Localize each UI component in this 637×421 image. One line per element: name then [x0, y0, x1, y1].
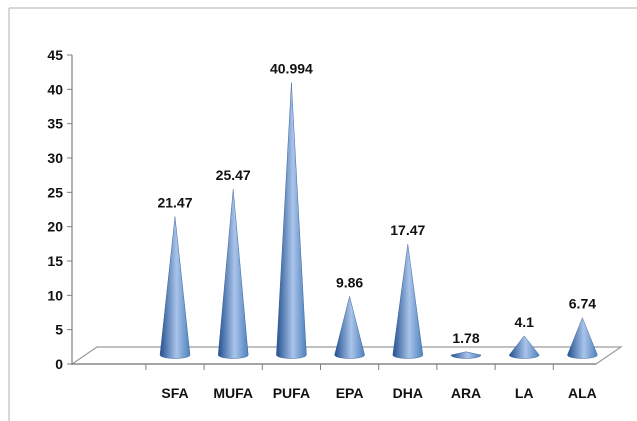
y-tick-label: 35: [47, 116, 63, 132]
cones: [159, 82, 598, 359]
x-category-label-sfa: SFA: [161, 385, 188, 401]
data-label-pufa: 40.994: [270, 61, 313, 77]
y-tick-label: 45: [47, 47, 63, 63]
cone-bar-ala: [567, 317, 598, 359]
x-category-label-ala: ALA: [568, 385, 597, 401]
x-axis: SFA MUFA PUFA EPA DHA ARA LA ALA: [72, 363, 597, 401]
cone-body: [508, 335, 540, 359]
data-label-sfa: 21.47: [157, 195, 192, 211]
data-label-ara: 1.78: [452, 330, 479, 346]
cone-body: [159, 216, 191, 359]
y-axis: 0 5 10 15 20 25 30 35 40 45: [47, 47, 73, 372]
data-label-la: 4.1: [514, 314, 534, 330]
data-labels: 21.47 25.47 40.994 9.86 17.47 1.78 4.1 6.74: [157, 61, 596, 346]
cone-body: [567, 317, 598, 359]
data-label-ala: 6.74: [569, 296, 596, 312]
y-tick-label: 15: [47, 253, 63, 269]
cone-body: [217, 189, 249, 359]
data-label-mufa: 25.47: [216, 167, 251, 183]
y-tick-label: 30: [47, 150, 63, 166]
cone-body: [276, 82, 307, 359]
cone-body: [334, 296, 365, 359]
cone-bar-epa: [334, 296, 365, 359]
cone-bar-pufa: [276, 82, 307, 359]
cone-bar-sfa: [159, 216, 191, 359]
cone-bar-dha: [392, 244, 424, 359]
data-label-dha: 17.47: [390, 222, 425, 238]
cone-body: [450, 351, 482, 359]
cone-body: [392, 244, 424, 359]
y-tick-label: 0: [55, 356, 63, 372]
y-tick-label: 20: [47, 219, 63, 235]
x-category-label-epa: EPA: [336, 385, 364, 401]
x-category-label-pufa: PUFA: [273, 385, 310, 401]
y-tick-label: 25: [47, 184, 63, 200]
x-category-label-ara: ARA: [451, 385, 481, 401]
y-tick-label: 5: [55, 322, 63, 338]
data-label-epa: 9.86: [336, 274, 363, 290]
x-category-label-mufa: MUFA: [213, 385, 253, 401]
y-tick-label: 10: [47, 287, 63, 303]
y-tick-label: 40: [47, 81, 63, 97]
cone-bar-mufa: [217, 189, 249, 359]
x-category-label-la: LA: [515, 385, 534, 401]
x-category-label-dha: DHA: [393, 385, 423, 401]
cone-bar-ara: [450, 351, 482, 359]
cone-bar-la: [508, 335, 540, 359]
